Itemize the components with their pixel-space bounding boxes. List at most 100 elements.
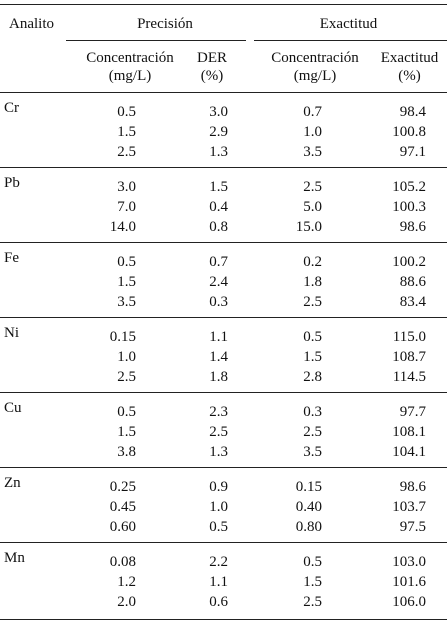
analito-label: Ni xyxy=(4,325,19,341)
header-der-unit: (%) xyxy=(200,68,224,84)
cell-exactitud: 105.2 xyxy=(392,179,426,195)
cell-exact-conc: 2.5 xyxy=(303,594,322,610)
cell-prec-conc: 3.5 xyxy=(117,294,136,310)
cell-der: 0.3 xyxy=(209,294,228,310)
cell-exact-conc: 3.5 xyxy=(303,144,322,160)
cell-prec-conc: 7.0 xyxy=(117,199,136,215)
cell-exactitud: 98.6 xyxy=(399,219,426,235)
cell-der: 0.5 xyxy=(209,519,228,535)
group-separator xyxy=(0,167,447,168)
cell-exactitud: 106.0 xyxy=(392,594,426,610)
cell-exact-conc: 0.5 xyxy=(303,554,322,570)
cell-prec-conc: 1.5 xyxy=(117,124,136,140)
cell-exact-conc: 0.80 xyxy=(295,519,322,535)
cell-exactitud: 100.8 xyxy=(392,124,426,140)
analito-label: Mn xyxy=(4,550,25,566)
cell-prec-conc: 0.08 xyxy=(109,554,136,570)
cell-prec-conc: 1.5 xyxy=(117,424,136,440)
header-analito: Analito xyxy=(9,16,54,32)
header-exactitud-pct: Exactitud xyxy=(380,50,439,66)
analito-label: Zn xyxy=(4,475,21,491)
cell-exactitud: 97.5 xyxy=(399,519,426,535)
cell-exactitud: 104.1 xyxy=(392,444,426,460)
cell-der: 0.6 xyxy=(209,594,228,610)
header-conc-precision: Concentración xyxy=(86,50,174,66)
cell-prec-conc: 0.5 xyxy=(117,254,136,270)
cell-exact-conc: 0.7 xyxy=(303,104,322,120)
header-conc-exactitud: Concentración xyxy=(271,50,359,66)
cell-exactitud: 88.6 xyxy=(399,274,426,290)
cell-exact-conc: 2.5 xyxy=(303,294,322,310)
cell-der: 0.8 xyxy=(209,219,228,235)
cell-exactitud: 100.2 xyxy=(392,254,426,270)
group-separator xyxy=(0,392,447,393)
cell-prec-conc: 0.5 xyxy=(117,404,136,420)
cell-der: 1.4 xyxy=(209,349,228,365)
cell-exact-conc: 1.8 xyxy=(303,274,322,290)
cell-prec-conc: 0.45 xyxy=(109,499,136,515)
cell-exact-conc: 1.5 xyxy=(303,349,322,365)
exactitud-group-rule xyxy=(254,40,447,41)
cell-exact-conc: 0.5 xyxy=(303,329,322,345)
cell-prec-conc: 0.60 xyxy=(109,519,136,535)
cell-exact-conc: 5.0 xyxy=(303,199,322,215)
cell-prec-conc: 2.5 xyxy=(117,144,136,160)
analito-label: Cr xyxy=(4,100,19,116)
cell-exact-conc: 15.0 xyxy=(295,219,322,235)
group-separator xyxy=(0,467,447,468)
cell-exactitud: 101.6 xyxy=(392,574,426,590)
header-conc-exactitud-unit: (mg/L) xyxy=(293,68,337,84)
cell-prec-conc: 1.5 xyxy=(117,274,136,290)
cell-exactitud: 108.7 xyxy=(392,349,426,365)
cell-exact-conc: 0.15 xyxy=(295,479,322,495)
analito-label: Pb xyxy=(4,175,20,191)
cell-exactitud: 98.4 xyxy=(399,104,426,120)
cell-prec-conc: 14.0 xyxy=(109,219,136,235)
cell-exact-conc: 2.8 xyxy=(303,369,322,385)
analito-label: Cu xyxy=(4,400,22,416)
cell-exact-conc: 0.40 xyxy=(295,499,322,515)
cell-exact-conc: 2.5 xyxy=(303,424,322,440)
cell-der: 1.3 xyxy=(209,444,228,460)
cell-der: 1.5 xyxy=(209,179,228,195)
group-separator xyxy=(0,242,447,243)
cell-der: 1.1 xyxy=(209,329,228,345)
cell-prec-conc: 2.0 xyxy=(117,594,136,610)
cell-der: 2.3 xyxy=(209,404,228,420)
cell-prec-conc: 1.0 xyxy=(117,349,136,365)
cell-der: 2.9 xyxy=(209,124,228,140)
precision-group-rule xyxy=(66,40,246,41)
cell-exact-conc: 0.3 xyxy=(303,404,322,420)
group-separator xyxy=(0,542,447,543)
cell-der: 2.4 xyxy=(209,274,228,290)
cell-exact-conc: 2.5 xyxy=(303,179,322,195)
cell-exactitud: 97.7 xyxy=(399,404,426,420)
cell-prec-conc: 3.0 xyxy=(117,179,136,195)
cell-exactitud: 100.3 xyxy=(392,199,426,215)
cell-prec-conc: 3.8 xyxy=(117,444,136,460)
header-exactitud: Exactitud xyxy=(319,16,378,32)
header-exactitud-pct-unit: (%) xyxy=(398,68,421,84)
cell-exact-conc: 0.2 xyxy=(303,254,322,270)
cell-prec-conc: 0.15 xyxy=(109,329,136,345)
header-conc-precision-unit: (mg/L) xyxy=(108,68,152,84)
header-der: DER xyxy=(197,50,227,66)
cell-der: 0.4 xyxy=(209,199,228,215)
cell-prec-conc: 0.5 xyxy=(117,104,136,120)
cell-der: 0.7 xyxy=(209,254,228,270)
cell-prec-conc: 0.25 xyxy=(109,479,136,495)
cell-der: 3.0 xyxy=(209,104,228,120)
cell-exactitud: 103.0 xyxy=(392,554,426,570)
cell-der: 1.3 xyxy=(209,144,228,160)
cell-exactitud: 115.0 xyxy=(392,329,426,345)
cell-exact-conc: 1.0 xyxy=(303,124,322,140)
top-rule xyxy=(0,4,447,5)
cell-exact-conc: 1.5 xyxy=(303,574,322,590)
cell-der: 1.1 xyxy=(209,574,228,590)
group-separator xyxy=(0,317,447,318)
cell-der: 2.2 xyxy=(209,554,228,570)
cell-prec-conc: 1.2 xyxy=(117,574,136,590)
cell-exactitud: 98.6 xyxy=(399,479,426,495)
cell-exactitud: 97.1 xyxy=(399,144,426,160)
